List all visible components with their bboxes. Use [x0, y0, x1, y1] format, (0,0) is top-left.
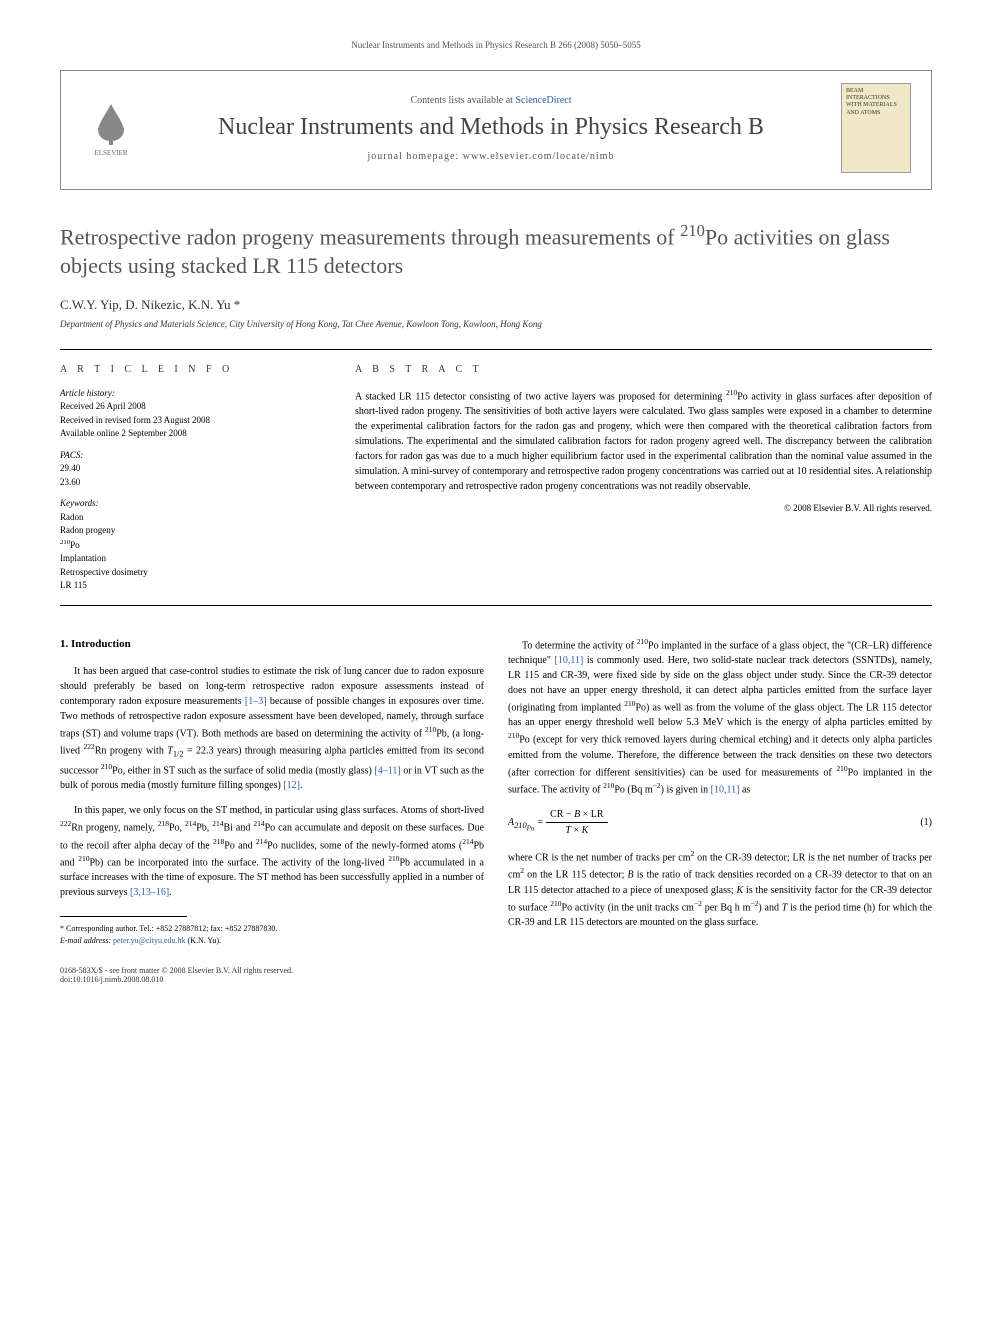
body-two-column: 1. Introduction It has been argued that …: [60, 636, 932, 946]
right-column: To determine the activity of 210Po impla…: [508, 636, 932, 946]
body-paragraph: where CR is the net number of tracks per…: [508, 848, 932, 930]
history-line: Available online 2 September 2008: [60, 427, 323, 441]
affiliation: Department of Physics and Materials Scie…: [60, 319, 932, 329]
publisher-label: ELSEVIER: [94, 149, 127, 157]
keyword: Implantation: [60, 552, 323, 566]
body-paragraph: In this paper, we only focus on the ST m…: [60, 803, 484, 900]
left-column: 1. Introduction It has been argued that …: [60, 636, 484, 946]
equation-row: A210Po = CR − B × LR T × K (1): [508, 807, 932, 838]
footer-doi: doi:10.1016/j.nimb.2008.08.010: [60, 975, 293, 984]
homepage-line: journal homepage: www.elsevier.com/locat…: [161, 151, 821, 162]
body-paragraph: To determine the activity of 210Po impla…: [508, 636, 932, 798]
article-title: Retrospective radon progeny measurements…: [60, 220, 932, 281]
keywords-label: Keywords:: [60, 497, 323, 511]
history-line: Received 26 April 2008: [60, 400, 323, 414]
contents-line: Contents lists available at ScienceDirec…: [161, 95, 821, 106]
article-info-heading: A R T I C L E I N F O: [60, 362, 323, 377]
article-info-column: A R T I C L E I N F O Article history: R…: [60, 350, 339, 605]
pacs-label: PACS:: [60, 449, 323, 463]
journal-cover-thumbnail: BEAM INTERACTIONS WITH MATERIALS AND ATO…: [841, 83, 911, 173]
keyword: 210Po: [60, 538, 323, 553]
homepage-url[interactable]: www.elsevier.com/locate/nimb: [463, 151, 615, 162]
keyword: LR 115: [60, 579, 323, 593]
footnote-line: * Corresponding author. Tel.: +852 27887…: [60, 923, 484, 934]
pacs-line: 29.40: [60, 462, 323, 476]
journal-name: Nuclear Instruments and Methods in Physi…: [161, 114, 821, 141]
tree-icon: [86, 99, 136, 149]
sciencedirect-link[interactable]: ScienceDirect: [515, 95, 571, 106]
equation-number: (1): [920, 815, 932, 830]
contents-prefix: Contents lists available at: [410, 95, 515, 106]
running-header: Nuclear Instruments and Methods in Physi…: [60, 40, 932, 50]
footnote-separator: [60, 916, 187, 917]
section-heading: 1. Introduction: [60, 636, 484, 653]
keyword: Radon: [60, 511, 323, 525]
history-label: Article history:: [60, 387, 323, 401]
keyword: Retrospective dosimetry: [60, 566, 323, 580]
abstract-heading: A B S T R A C T: [355, 362, 932, 377]
abstract-copyright: © 2008 Elsevier B.V. All rights reserved…: [355, 502, 932, 516]
equation: A210Po = CR − B × LR T × K: [508, 807, 608, 838]
homepage-prefix: journal homepage:: [368, 151, 463, 162]
history-line: Received in revised form 23 August 2008: [60, 414, 323, 428]
page-footer: 0168-583X/$ - see front matter © 2008 El…: [60, 966, 932, 984]
info-abstract-row: A R T I C L E I N F O Article history: R…: [60, 349, 932, 606]
abstract-column: A B S T R A C T A stacked LR 115 detecto…: [339, 350, 932, 605]
keyword: Radon progeny: [60, 524, 323, 538]
journal-header-box: ELSEVIER Contents lists available at Sci…: [60, 70, 932, 190]
footnote-line: E-mail address: peter.yu@cityu.edu.hk (K…: [60, 935, 484, 946]
body-paragraph: It has been argued that case-control stu…: [60, 664, 484, 793]
footer-copyright: 0168-583X/$ - see front matter © 2008 El…: [60, 966, 293, 975]
authors-line: C.W.Y. Yip, D. Nikezic, K.N. Yu *: [60, 297, 932, 313]
abstract-text: A stacked LR 115 detector consisting of …: [355, 387, 932, 494]
pacs-line: 23.60: [60, 476, 323, 490]
elsevier-logo: ELSEVIER: [81, 93, 141, 163]
corresponding-author-footnote: * Corresponding author. Tel.: +852 27887…: [60, 923, 484, 945]
